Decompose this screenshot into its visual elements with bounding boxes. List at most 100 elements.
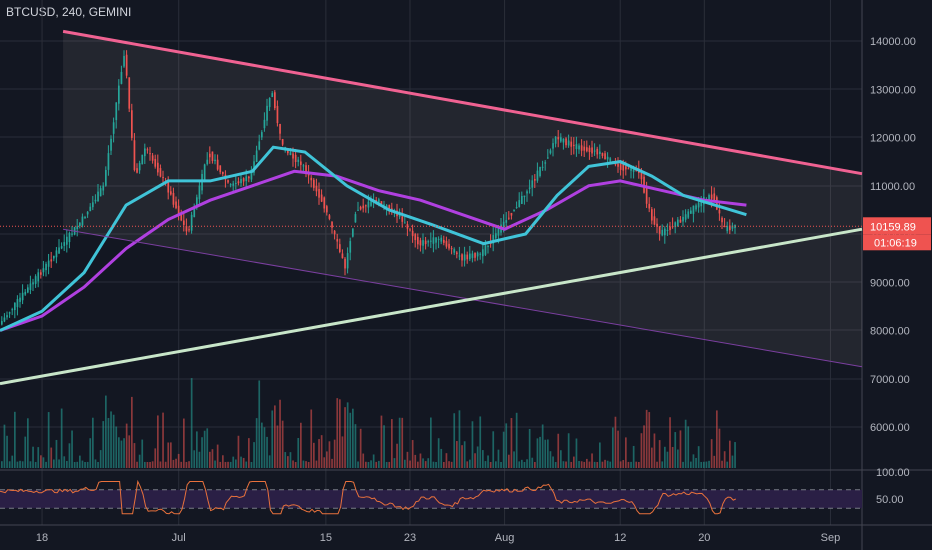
volume-bar: [635, 461, 638, 468]
ma-fast-line: [0, 145, 747, 332]
volume-bar: [411, 440, 414, 468]
volume-bar: [729, 440, 731, 468]
candle-body: [305, 165, 307, 174]
candle-body: [331, 221, 333, 228]
volume-bar: [81, 460, 84, 468]
candle-body: [554, 136, 557, 144]
price-tick-label: 9000.00: [870, 277, 910, 289]
volume-bar: [539, 436, 541, 468]
volume-bar: [453, 413, 456, 468]
volume-bar: [638, 462, 640, 468]
volume-bar: [203, 430, 206, 468]
candle-body: [79, 222, 81, 226]
candle-body: [674, 222, 677, 228]
candle-body: [695, 205, 697, 210]
candle-body: [627, 168, 630, 170]
candle-body: [419, 240, 422, 246]
volume-bar: [645, 409, 648, 468]
volume-bar: [55, 439, 58, 468]
channel-lower-line: [63, 228, 863, 368]
candle-body: [8, 312, 11, 314]
candle-body: [422, 240, 424, 246]
volume-bar: [383, 425, 385, 468]
volume-bar: [435, 461, 437, 468]
candle-body: [401, 216, 404, 222]
volume-bar: [703, 461, 705, 468]
candle-body: [352, 228, 354, 237]
candle-body: [60, 246, 63, 249]
volume-bar: [284, 452, 287, 468]
candle-body: [1, 321, 3, 325]
volume-bar: [497, 449, 500, 468]
candle-body: [606, 156, 609, 160]
candle-body: [365, 205, 367, 207]
volume-bar: [406, 451, 409, 468]
candle-body: [240, 178, 242, 184]
candle-body: [214, 159, 216, 162]
volume-bar: [242, 457, 245, 468]
price-tick-label: 12000.00: [870, 133, 916, 145]
volume-bar: [253, 442, 255, 468]
volume-bar: [422, 458, 424, 468]
candle-body: [726, 225, 729, 232]
candle-body: [484, 245, 487, 255]
volume-bar: [437, 438, 440, 468]
candle-body: [99, 188, 102, 197]
rsi-axis-label: 50.00: [876, 494, 904, 506]
candle-body: [138, 162, 141, 171]
candle-body: [596, 148, 599, 155]
volume-bar: [94, 459, 97, 468]
candle-body: [123, 55, 125, 67]
volume-bar: [697, 446, 700, 468]
volume-bar: [557, 433, 560, 468]
candle-body: [461, 254, 463, 261]
volume-bar: [354, 424, 357, 468]
candle-body: [302, 165, 305, 167]
volume-bar: [45, 461, 47, 468]
volume-bar: [120, 440, 123, 468]
volume-bar: [34, 461, 37, 468]
volume-bar: [47, 412, 50, 468]
candle-body: [549, 150, 552, 154]
candle-body: [617, 163, 619, 167]
candle-body: [664, 228, 666, 236]
candle-body: [541, 166, 544, 168]
candle-body: [440, 237, 443, 242]
candle-body: [47, 260, 50, 267]
candle-body: [357, 209, 359, 211]
volume-bar: [302, 460, 305, 468]
candle-body: [185, 226, 188, 232]
candle-body: [521, 195, 523, 204]
volume-bar: [695, 457, 697, 468]
candle-body: [235, 182, 237, 184]
candle-body: [729, 225, 731, 231]
candle-body: [411, 230, 414, 237]
volume-bar: [281, 420, 284, 468]
candle-body: [203, 164, 206, 180]
volume-bar: [245, 461, 248, 468]
volume-bar: [661, 461, 664, 468]
volume-bar: [391, 419, 393, 468]
volume-bar: [518, 461, 521, 468]
volume-bar: [396, 443, 398, 468]
candle-body: [92, 202, 94, 208]
candle-body: [81, 216, 84, 226]
volume-bar: [456, 441, 458, 468]
candle-body: [40, 272, 42, 275]
last-price-badge: [863, 217, 931, 235]
volume-bar: [565, 461, 567, 468]
volume-bar: [144, 461, 146, 468]
volume-bar: [708, 460, 710, 468]
candle-body: [593, 150, 596, 152]
volume-bar: [105, 395, 107, 468]
volume-bar: [21, 461, 24, 468]
volume-bar: [674, 432, 677, 468]
volume-bar: [333, 439, 336, 468]
candle-body: [53, 255, 55, 259]
time-tick-label: 12: [614, 532, 626, 544]
volume-bar: [718, 428, 721, 468]
volume-bar: [588, 461, 591, 468]
candle-body: [266, 105, 268, 121]
candle-body: [209, 153, 211, 158]
